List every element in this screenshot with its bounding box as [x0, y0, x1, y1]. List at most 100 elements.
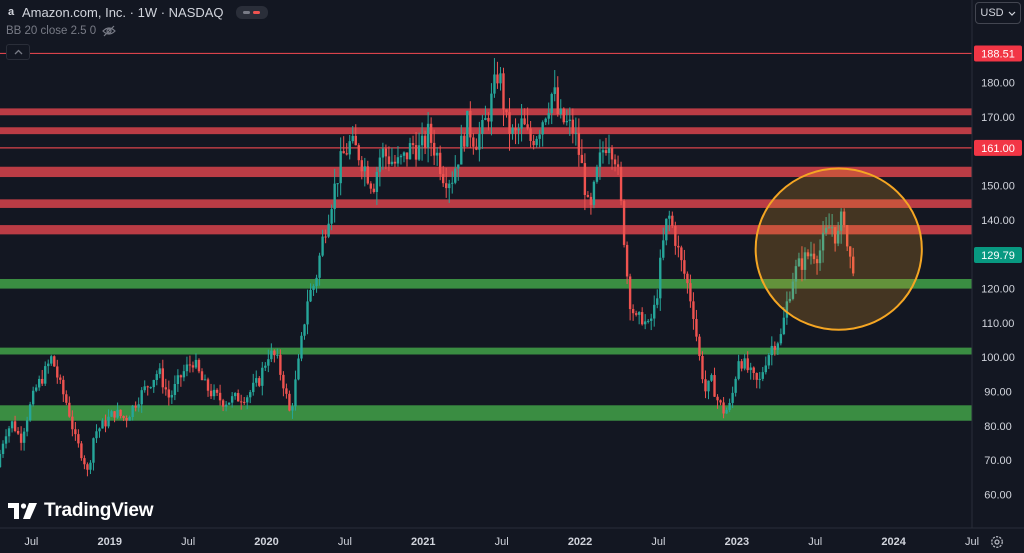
candle-body — [318, 255, 321, 278]
currency-selector[interactable]: USD — [975, 2, 1021, 24]
settings-gear-icon[interactable] — [990, 535, 1004, 549]
price-tag — [974, 246, 1022, 263]
candle-body — [354, 135, 357, 146]
candle-body — [559, 108, 562, 115]
candle-body — [297, 358, 300, 380]
candle-body — [13, 421, 17, 431]
x-tick-label: Jul — [808, 536, 822, 548]
candle-body — [134, 405, 137, 408]
candle-body — [372, 188, 376, 193]
candle-body — [674, 225, 677, 246]
candle-body — [68, 402, 71, 417]
y-tick-label: 170.00 — [981, 112, 1015, 124]
candle-body — [845, 225, 849, 247]
candle-body — [405, 152, 409, 160]
tradingview-brand[interactable]: TradingView — [8, 500, 154, 522]
candle-body — [384, 148, 388, 157]
candle-body — [77, 434, 80, 444]
candle-body — [643, 321, 647, 325]
candle-body — [155, 374, 158, 381]
candle-body — [56, 366, 59, 378]
candle-body — [824, 227, 828, 233]
candle-body — [445, 183, 448, 189]
candle-body — [179, 375, 183, 378]
candle-body — [191, 365, 195, 368]
candle-body — [227, 402, 231, 405]
y-tick-label: 150.00 — [981, 181, 1015, 193]
resistance-zone — [0, 225, 972, 235]
candle-body — [116, 409, 119, 418]
candle-body — [137, 404, 140, 408]
candle-body — [264, 365, 267, 368]
candle-body — [749, 367, 752, 371]
candle-body — [797, 258, 801, 267]
candle-body — [330, 209, 333, 224]
y-tick-label: 80.00 — [984, 421, 1012, 433]
chevron-down-icon — [1008, 11, 1016, 16]
candle-body — [719, 400, 722, 403]
candle-body — [803, 252, 807, 270]
eye-hidden-icon[interactable] — [102, 25, 117, 37]
candle-body — [764, 365, 767, 373]
collapse-legend-button[interactable] — [6, 44, 30, 60]
time-axis — [0, 528, 1024, 553]
candle-body — [387, 156, 391, 165]
candle-body — [276, 354, 279, 356]
candle-body — [668, 215, 671, 219]
highlight-layer — [754, 167, 923, 331]
x-tick-label: 2019 — [97, 536, 121, 548]
candle-body — [568, 119, 572, 121]
resistance-zone — [0, 166, 972, 178]
candle-body — [625, 244, 629, 277]
candle-body — [791, 281, 795, 299]
candle-body — [104, 420, 107, 427]
candle-body — [586, 194, 590, 197]
candle-body — [65, 394, 68, 403]
candle-body — [577, 132, 581, 155]
candle-body — [282, 374, 285, 389]
candle-body — [544, 118, 547, 123]
candle-body — [59, 377, 62, 380]
candle-body — [622, 200, 626, 245]
candle-body — [463, 135, 466, 147]
support-zone — [0, 278, 972, 289]
candle-body — [454, 168, 457, 183]
candle-body — [746, 358, 749, 371]
candle-body — [348, 141, 351, 155]
candle-body — [671, 215, 674, 226]
candle-body — [188, 364, 192, 366]
candle-body — [848, 246, 852, 257]
candle-body — [125, 417, 128, 421]
candle-body — [185, 364, 189, 372]
candle-body — [502, 73, 505, 110]
candle-body — [755, 373, 758, 380]
candle-body — [583, 163, 587, 195]
indicator-legend[interactable]: BB 20 close 2.5 0 — [6, 25, 117, 37]
resistance-zone — [0, 199, 972, 208]
candle-body — [19, 433, 23, 443]
candle-body — [315, 277, 318, 287]
candle-body — [556, 87, 559, 115]
candle-body — [731, 392, 734, 403]
candle-body — [393, 161, 397, 164]
market-status-pill[interactable] — [235, 5, 268, 19]
candle-body — [740, 361, 743, 369]
candle-body — [662, 240, 665, 258]
candle-body — [285, 388, 288, 394]
candle-body — [98, 428, 101, 432]
candle-body — [607, 148, 611, 154]
price-tag-label: 188.51 — [981, 48, 1015, 60]
candle-body — [197, 359, 201, 372]
candle-body — [631, 309, 635, 314]
candle-body — [7, 428, 11, 437]
candle-body — [770, 345, 774, 356]
symbol-title[interactable]: Amazon.com, Inc. · 1W · NASDAQ — [22, 4, 224, 20]
candle-body — [484, 117, 487, 120]
highlight-circle — [754, 167, 923, 331]
y-tick-label: 60.00 — [984, 490, 1012, 502]
candle-body — [339, 151, 342, 184]
candle-body — [74, 429, 77, 435]
candle-body — [565, 120, 568, 123]
candle-body — [140, 390, 143, 405]
